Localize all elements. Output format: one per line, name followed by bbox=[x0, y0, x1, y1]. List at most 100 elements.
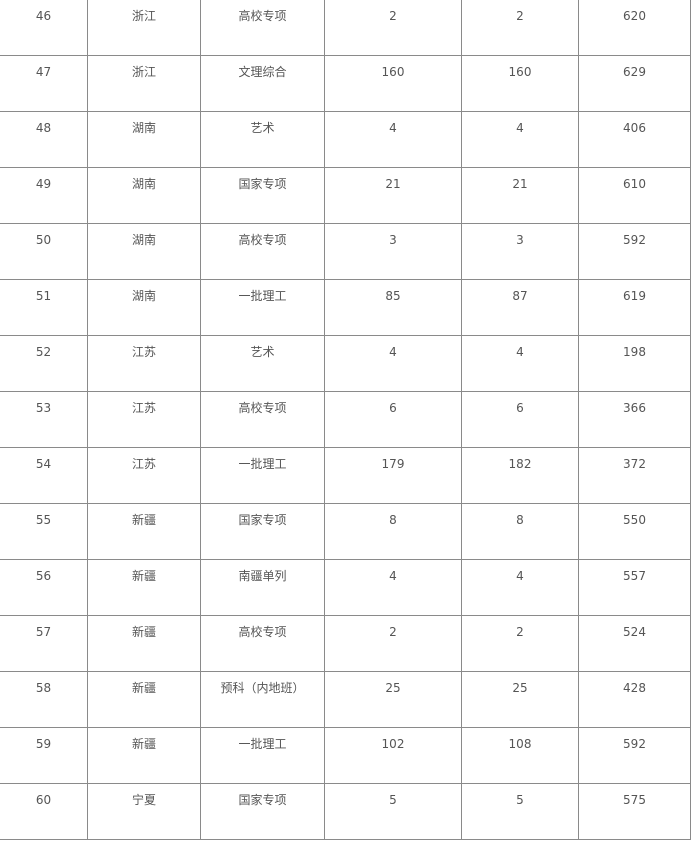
cell-value-2: 108 bbox=[508, 737, 532, 751]
table-cell: 87 bbox=[461, 279, 579, 336]
table-cell: 2 bbox=[324, 615, 462, 672]
cell-value-1: 102 bbox=[381, 737, 405, 751]
row-number: 51 bbox=[35, 289, 52, 303]
table-cell: 艺术 bbox=[200, 111, 325, 168]
cell-value-1: 8 bbox=[389, 513, 397, 527]
cell-value-1: 4 bbox=[389, 569, 397, 583]
province: 新疆 bbox=[131, 513, 156, 527]
table-cell: 592 bbox=[578, 223, 691, 280]
table-cell: 619 bbox=[578, 279, 691, 336]
cell-value-1: 85 bbox=[385, 289, 401, 303]
table-cell: 8 bbox=[461, 503, 579, 560]
province: 新疆 bbox=[131, 569, 156, 583]
table-cell: 南疆单列 bbox=[200, 559, 325, 616]
cell-value-2: 21 bbox=[512, 177, 528, 191]
table-cell: 372 bbox=[578, 447, 691, 504]
cell-value-2: 8 bbox=[516, 513, 524, 527]
table-cell: 53 bbox=[0, 391, 88, 448]
row-number: 59 bbox=[35, 737, 52, 751]
table-cell: 160 bbox=[324, 55, 462, 112]
table-cell: 3 bbox=[461, 223, 579, 280]
table-cell: 新疆 bbox=[87, 615, 201, 672]
province: 湖南 bbox=[131, 233, 156, 247]
table-cell: 4 bbox=[324, 559, 462, 616]
table-cell: 湖南 bbox=[87, 279, 201, 336]
table-cell: 50 bbox=[0, 223, 88, 280]
row-number: 54 bbox=[35, 457, 52, 471]
cell-value-3: 366 bbox=[623, 401, 646, 415]
table-row: 46 浙江 高校专项 2 2 620 bbox=[0, 0, 691, 56]
table-cell: 620 bbox=[578, 0, 691, 56]
table-cell: 21 bbox=[461, 167, 579, 224]
table-cell: 85 bbox=[324, 279, 462, 336]
table-cell: 江苏 bbox=[87, 335, 201, 392]
cell-value-2: 6 bbox=[516, 401, 524, 415]
province: 湖南 bbox=[131, 289, 156, 303]
cell-value-3: 592 bbox=[623, 737, 646, 751]
category: 艺术 bbox=[250, 121, 275, 135]
table-cell: 6 bbox=[324, 391, 462, 448]
cell-value-3: 557 bbox=[623, 569, 646, 583]
table-row: 55 新疆 国家专项 8 8 550 bbox=[0, 503, 691, 560]
row-number: 46 bbox=[35, 9, 52, 23]
table-cell: 47 bbox=[0, 55, 88, 112]
table-cell: 新疆 bbox=[87, 559, 201, 616]
table-cell: 4 bbox=[461, 335, 579, 392]
category: 一批理工 bbox=[238, 289, 287, 303]
cell-value-3: 524 bbox=[623, 625, 646, 639]
table-cell: 49 bbox=[0, 167, 88, 224]
table-cell: 46 bbox=[0, 0, 88, 56]
table-cell: 6 bbox=[461, 391, 579, 448]
table-row: 51 湖南 一批理工 85 87 619 bbox=[0, 279, 691, 336]
table-cell: 51 bbox=[0, 279, 88, 336]
table-row: 47 浙江 文理综合 160 160 629 bbox=[0, 55, 691, 112]
cell-value-1: 3 bbox=[389, 233, 397, 247]
cell-value-2: 4 bbox=[516, 121, 524, 135]
table-cell: 国家专项 bbox=[200, 167, 325, 224]
cell-value-3: 428 bbox=[623, 681, 646, 695]
cell-value-2: 5 bbox=[516, 793, 524, 807]
category: 文理综合 bbox=[238, 65, 287, 79]
cell-value-3: 550 bbox=[623, 513, 646, 527]
table-cell: 文理综合 bbox=[200, 55, 325, 112]
table-cell: 610 bbox=[578, 167, 691, 224]
cell-value-1: 25 bbox=[385, 681, 401, 695]
cell-value-3: 629 bbox=[623, 65, 646, 79]
table-cell: 108 bbox=[461, 727, 579, 784]
cell-value-1: 21 bbox=[385, 177, 401, 191]
table-cell: 2 bbox=[461, 0, 579, 56]
table-cell: 179 bbox=[324, 447, 462, 504]
table-cell: 160 bbox=[461, 55, 579, 112]
table-row: 52 江苏 艺术 4 4 198 bbox=[0, 335, 691, 392]
table-row: 49 湖南 国家专项 21 21 610 bbox=[0, 167, 691, 224]
table-cell: 406 bbox=[578, 111, 691, 168]
cell-value-2: 182 bbox=[508, 457, 532, 471]
table-cell: 4 bbox=[461, 111, 579, 168]
province: 新疆 bbox=[131, 737, 156, 751]
table-cell: 102 bbox=[324, 727, 462, 784]
table-cell: 3 bbox=[324, 223, 462, 280]
row-number: 53 bbox=[35, 401, 52, 415]
table-row: 50 湖南 高校专项 3 3 592 bbox=[0, 223, 691, 280]
table-cell: 江苏 bbox=[87, 447, 201, 504]
table-row: 48 湖南 艺术 4 4 406 bbox=[0, 111, 691, 168]
table-cell: 一批理工 bbox=[200, 447, 325, 504]
table-cell: 高校专项 bbox=[200, 391, 325, 448]
table-cell: 一批理工 bbox=[200, 727, 325, 784]
table-cell: 江苏 bbox=[87, 391, 201, 448]
category: 预科（内地班） bbox=[220, 681, 305, 695]
table-cell: 湖南 bbox=[87, 167, 201, 224]
table-row: 58 新疆 预科（内地班） 25 25 428 bbox=[0, 671, 691, 728]
table-cell: 198 bbox=[578, 335, 691, 392]
cell-value-2: 4 bbox=[516, 345, 524, 359]
cell-value-3: 620 bbox=[623, 9, 646, 23]
province: 江苏 bbox=[131, 457, 156, 471]
cell-value-3: 198 bbox=[623, 345, 646, 359]
cell-value-2: 4 bbox=[516, 569, 524, 583]
row-number: 55 bbox=[35, 513, 52, 527]
category: 国家专项 bbox=[238, 793, 287, 807]
table-cell: 524 bbox=[578, 615, 691, 672]
table-cell: 21 bbox=[324, 167, 462, 224]
category: 南疆单列 bbox=[238, 569, 287, 583]
